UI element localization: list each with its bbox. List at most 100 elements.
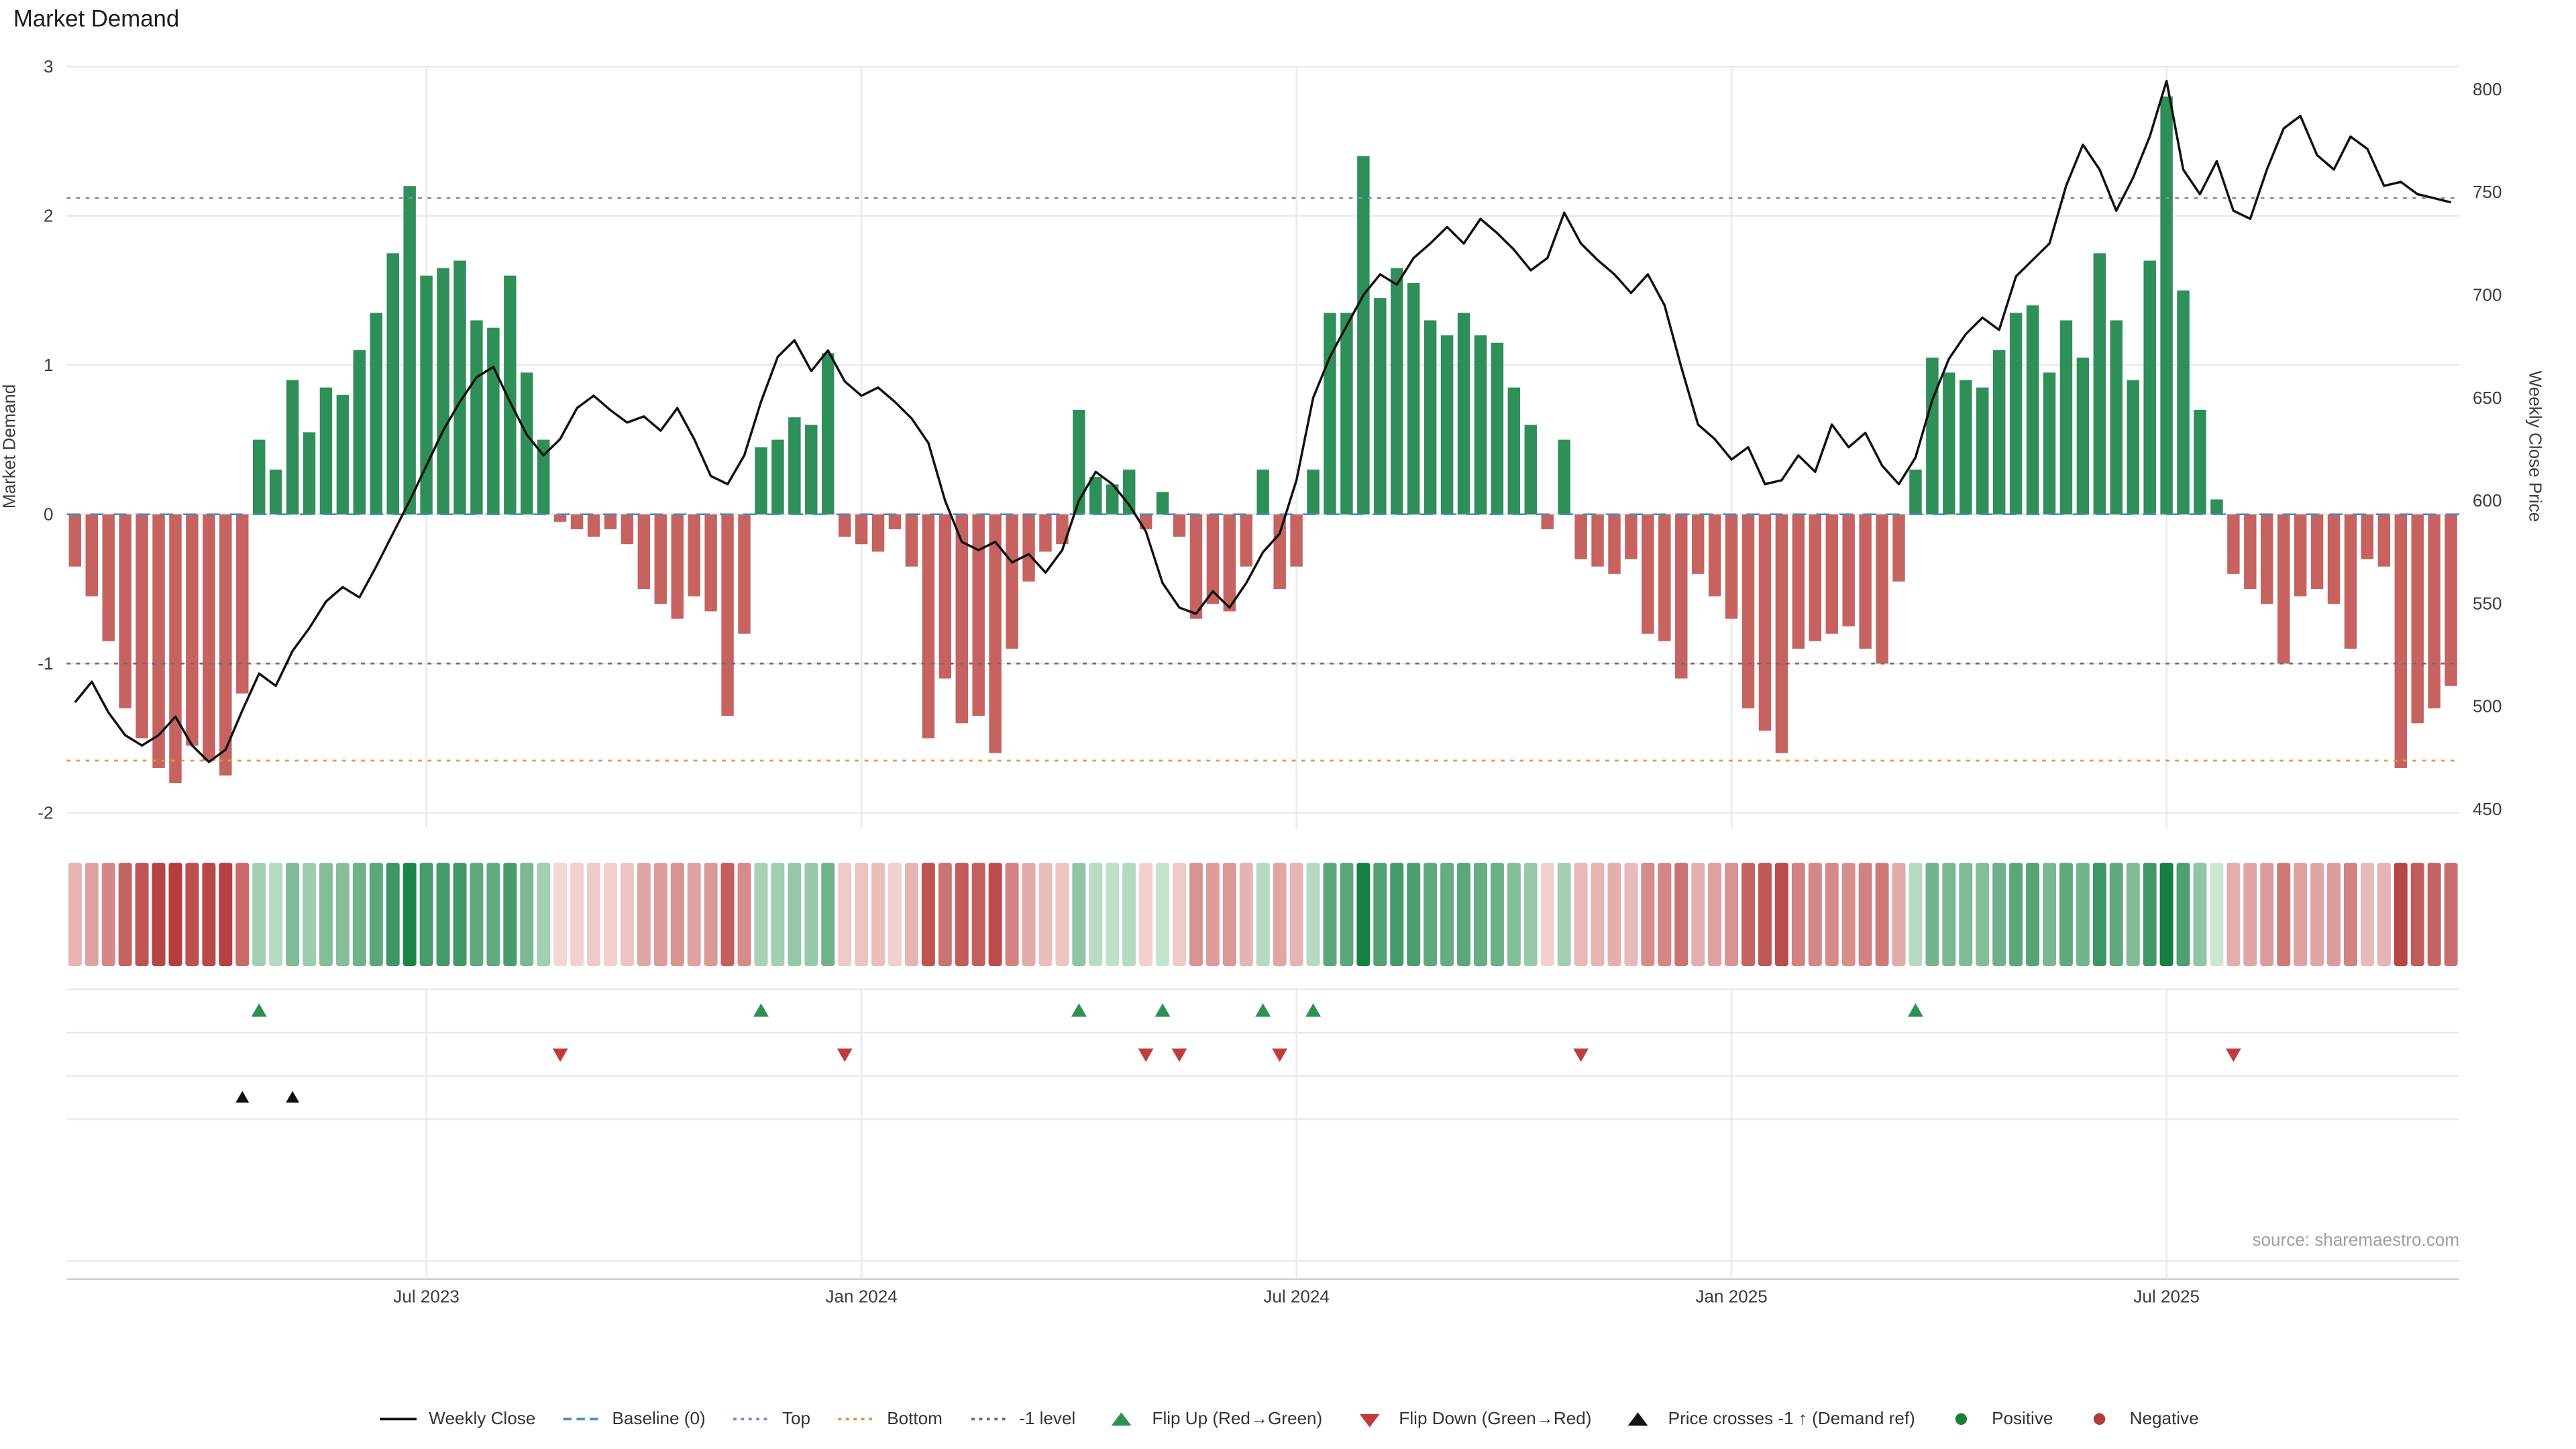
demand-bar [2327, 514, 2341, 604]
demand-bar [771, 439, 784, 515]
demand-bar [671, 514, 684, 619]
demand-bar [1256, 470, 1269, 515]
demand-bar [1307, 470, 1320, 515]
demand-bar [1558, 439, 1570, 515]
demand-bar [1725, 514, 1738, 619]
heatmap-cell [1407, 863, 1421, 967]
legend-item-top[interactable]: Top [731, 1409, 810, 1429]
heatmap-cell [1607, 863, 1621, 967]
demand-bar [487, 327, 500, 515]
heatmap-cell [369, 863, 383, 967]
legend-item-negative[interactable]: Negative [2078, 1409, 2199, 1429]
legend-item-weekly-close[interactable]: Weekly Close [377, 1409, 535, 1429]
legend-swatch-triangle-down [1358, 1413, 1379, 1428]
heatmap-cell [788, 863, 802, 967]
demand-bar [1357, 156, 1370, 515]
demand-bar [2411, 514, 2424, 724]
demand-bar [203, 514, 215, 761]
x-tick-label: Jan 2024 [825, 1287, 897, 1307]
demand-bar [1992, 350, 2006, 515]
demand-bar [1960, 380, 1972, 515]
heatmap-cell [303, 863, 317, 967]
heatmap-cell [101, 863, 115, 967]
heatmap-cell [2043, 863, 2056, 967]
legend-swatch-dot-line [839, 1417, 875, 1421]
heatmap-cell [1641, 863, 1655, 967]
flip-down-marker [837, 1049, 853, 1063]
demand-bar [1809, 514, 1822, 641]
demand-bar [2294, 514, 2307, 597]
heatmap-cell [1306, 863, 1320, 967]
demand-bar [922, 514, 935, 739]
legend-label: Negative [2129, 1409, 2199, 1430]
legend-item-1-level[interactable]: -1 level [967, 1409, 1075, 1429]
heatmap-cell [955, 863, 969, 967]
legend-label: Weekly Close [429, 1409, 536, 1430]
heatmap-cell [235, 863, 250, 967]
demand-bar [989, 514, 1002, 753]
gridlines [66, 66, 2460, 1281]
legend-item-price-crosses-1-demand-ref[interactable]: Price crosses -1 ↑ (Demand ref) [1617, 1409, 1915, 1429]
legend-item-baseline-0[interactable]: Baseline (0) [561, 1409, 706, 1429]
x-tick-label: Jul 2024 [1263, 1287, 1330, 1307]
legend-item-positive[interactable]: Positive [1940, 1409, 2053, 1429]
legend-item-bottom[interactable]: Bottom [835, 1409, 943, 1429]
demand-bar [1524, 425, 1538, 515]
left-tick-label: 0 [44, 504, 54, 524]
legend-swatch-triangle-up [1112, 1412, 1132, 1426]
heatmap-cell [1239, 863, 1253, 967]
demand-bar [621, 514, 634, 545]
heatmap-cell [1875, 863, 1889, 967]
heatmap-cell [1691, 863, 1705, 967]
demand-bar [236, 514, 249, 694]
heatmap-cell [1976, 863, 1990, 967]
left-tick-label: 1 [44, 355, 54, 375]
legend-item-flip-down-green-red[interactable]: Flip Down (Green→Red) [1347, 1409, 1591, 1429]
legend-item-flip-up-red-green[interactable]: Flip Up (Red→Green) [1101, 1409, 1322, 1429]
heatmap-cell [2343, 863, 2357, 967]
demand-bar [303, 432, 316, 515]
heatmap-cell [1540, 863, 1554, 967]
legend-swatch-dash [564, 1417, 601, 1421]
heatmap-cell [771, 863, 785, 967]
legend-label: -1 level [1019, 1409, 1076, 1430]
demand-bar [1022, 514, 1035, 582]
heatmap-cell [888, 863, 902, 967]
flip-down-marker [552, 1049, 568, 1063]
right-tick-label: 700 [2473, 284, 2502, 305]
flip-up-marker [753, 1003, 769, 1017]
demand-bar [319, 387, 333, 515]
demand-bar [1106, 484, 1119, 515]
demand-bar [1692, 514, 1705, 574]
demand-bar [1440, 335, 1454, 515]
heatmap-cell [252, 863, 266, 967]
heatmap-cell [520, 863, 534, 967]
heatmap-cell [1674, 863, 1688, 967]
heatmap-cell [1808, 863, 1822, 967]
heatmap-cell [2310, 863, 2324, 967]
heatmap-cell [904, 863, 918, 967]
heatmap-cell [1323, 863, 1337, 967]
heatmap-cell [1189, 863, 1203, 967]
demand-bar [2277, 514, 2290, 664]
flip-down-marker [1138, 1049, 1154, 1063]
demand-bar [2445, 514, 2457, 686]
left-tick-label: 3 [44, 56, 54, 76]
demand-bar [152, 514, 165, 768]
demand-bar [403, 186, 416, 515]
heatmap-cell [1373, 863, 1387, 967]
demand-bar [2026, 305, 2039, 515]
heatmap-cell [653, 863, 667, 967]
demand-bar [2377, 514, 2391, 567]
heatmap-cell [1022, 863, 1036, 967]
demand-bar [1642, 514, 1654, 634]
left-tick-label: -1 [38, 653, 53, 674]
heatmap-cell [419, 863, 433, 967]
axis-tick-labels: Jul 2023 Jan 2024 Jul 2024 Jan 2025 Jul 2025… [38, 56, 2502, 1307]
heatmap-cell [1591, 863, 1605, 967]
demand-bar [2428, 514, 2440, 708]
legend-swatch-dot-line [971, 1417, 1008, 1421]
heatmap-cell [1156, 863, 1170, 967]
heatmap-cell [1557, 863, 1571, 967]
demand-bar [654, 514, 667, 604]
